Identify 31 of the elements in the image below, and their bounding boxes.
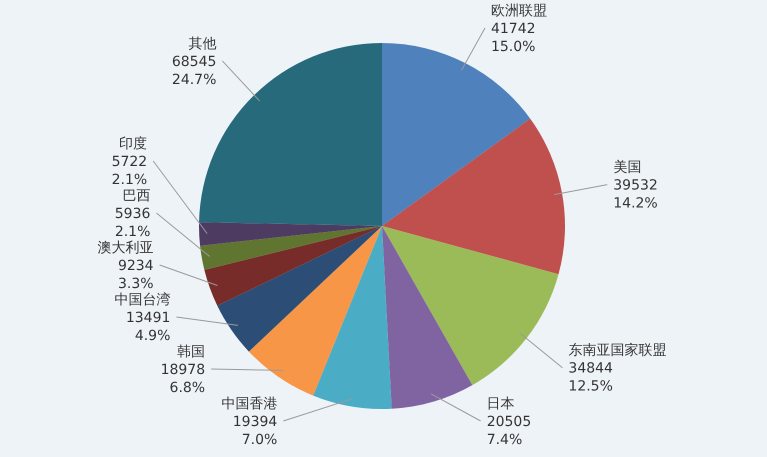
pie-slice: [199, 222, 382, 246]
pie-slice: [382, 226, 559, 386]
data-label: 68545 24.7%: [172, 54, 216, 88]
slice-label: 印度: [119, 136, 148, 152]
data-label: 5936 2.1%: [114, 206, 150, 240]
slice-label: 巴西: [122, 188, 150, 204]
pie-slice: [382, 118, 565, 274]
pie-slice: [204, 226, 382, 306]
slice-label: 其他: [188, 36, 216, 52]
data-label: 19394 7.0%: [232, 414, 278, 448]
data-label: 34844 12.5%: [568, 360, 614, 395]
data-label: 9234 3.3%: [118, 258, 154, 292]
slice-label: 中国台湾: [114, 292, 170, 308]
slice-label: 澳大利亚: [98, 240, 154, 256]
slice-label: 美国: [613, 160, 642, 176]
slice-label: 韩国: [177, 344, 206, 360]
data-label: 41742 15.0%: [490, 21, 536, 55]
pie-slice: [217, 226, 382, 352]
slice-label: 欧洲联盟: [490, 3, 547, 19]
pie-slice: [248, 226, 382, 396]
pie-slice: [382, 226, 472, 409]
data-label: 5722 2.1%: [112, 154, 148, 188]
data-label: 20505 7.4%: [486, 414, 532, 448]
data-label: 18978 6.8%: [160, 362, 206, 396]
slice-label: 日本: [486, 396, 515, 412]
slice-label: 中国香港: [221, 396, 278, 412]
data-label: 13491 4.9%: [126, 310, 170, 344]
pie-slice: [200, 226, 382, 270]
slice-label: 东南亚国家联盟: [568, 342, 666, 359]
pie-slice: [313, 226, 392, 409]
data-label: 39532 14.2%: [613, 178, 658, 212]
